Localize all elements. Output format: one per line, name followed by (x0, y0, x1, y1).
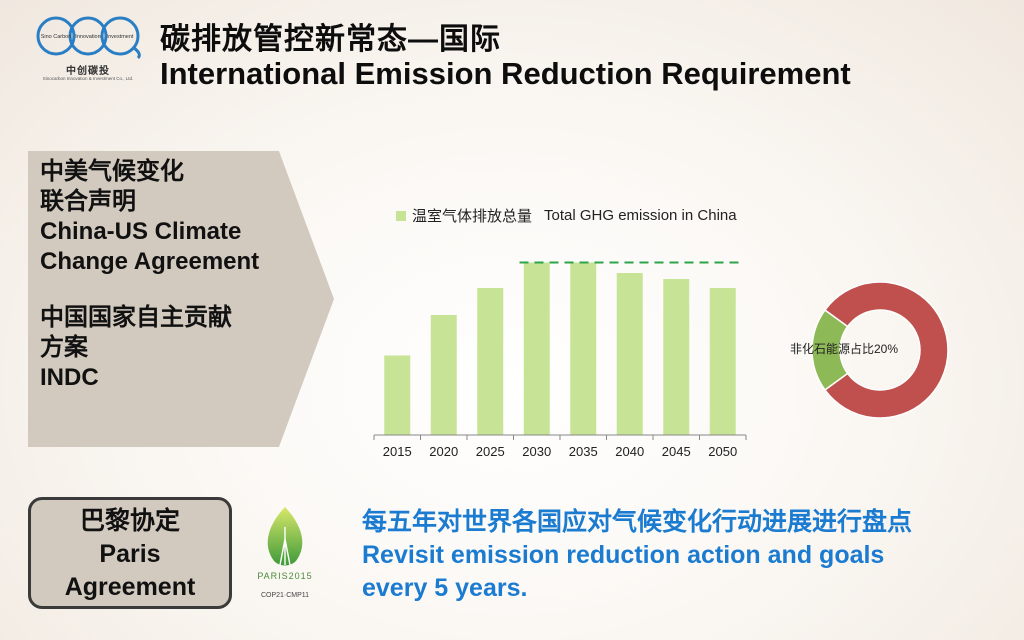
spacer (40, 277, 330, 303)
x-tick-label: 2030 (522, 444, 551, 459)
agreement-line: 方案 (40, 334, 88, 361)
paris-title-cn: 巴黎协定 (79, 507, 180, 535)
x-tick-label: 2035 (569, 444, 598, 459)
agreement-line: 中美气候变化 (40, 158, 184, 185)
bar-chart-plot: 2015 2020 2025 2030 2035 2040 2045 2050 (373, 261, 747, 459)
cop-logo-title: PARIS2015 (257, 571, 313, 581)
agreements-chevron (28, 151, 334, 447)
bar (523, 262, 550, 435)
leaf-icon (267, 507, 303, 566)
legend-label: 温室气体排放总量 (412, 208, 533, 225)
agreement-line: China-US Climate (40, 218, 242, 245)
donut-slice-fossil (823, 281, 949, 419)
review-line-cn: 每五年对世界各国应对气候变化行动进展进行盘点 (362, 508, 913, 536)
agreement-line: Change Agreement (40, 248, 260, 275)
agreement-line: 联合声明 (40, 188, 136, 215)
paris-title-en: Paris (99, 540, 161, 568)
agreement-line: INDC (40, 364, 99, 391)
logo-ring-label: Innovation (75, 34, 100, 40)
ghg-bar-chart: 温室气体排放总量 Total GHG emission in China 201… (360, 205, 790, 470)
chart-annotation: Total GHG emission in China (544, 207, 737, 224)
chart-legend: 温室气体排放总量 Total GHG emission in China (360, 205, 737, 226)
review-line-en: every 5 years. (362, 574, 528, 602)
company-logo: Sino Carbon Innovation Investment 中创碳投 S… (34, 14, 142, 86)
legend-swatch (396, 210, 406, 221)
x-tick-label: 2020 (429, 444, 458, 459)
page-title-en: International Emission Reduction Require… (160, 56, 851, 91)
bar (384, 355, 411, 435)
bar (430, 315, 457, 435)
bar (477, 288, 504, 435)
x-tick-label: 2050 (708, 444, 737, 459)
bar (616, 273, 643, 435)
paris-agreement-box: 巴黎协定 Paris Agreement (28, 497, 232, 609)
logo-cn-name: 中创碳投 (66, 66, 110, 77)
paris-title-en: Agreement (64, 573, 196, 601)
logo-rings-icon: Sino Carbon Innovation Investment (36, 16, 141, 60)
x-tick-label: 2015 (383, 444, 412, 459)
donut-label: 非化石能源占比20% (790, 342, 899, 356)
logo-ring-label: Investment (107, 34, 134, 40)
review-line-en: Revisit emission reduction action and go… (362, 541, 885, 569)
non-fossil-donut-chart (811, 281, 949, 419)
agreements-text: 中美气候变化 联合声明 China-US Climate Change Agre… (40, 157, 330, 393)
x-tick-label: 2025 (476, 444, 505, 459)
review-statement: 每五年对世界各国应对气候变化行动进展进行盘点 Revisit emission … (362, 506, 912, 605)
logo-ring-label: Sino Carbon (41, 34, 72, 40)
x-tick-label: 2040 (615, 444, 644, 459)
cop-logo-sub: COP21·CMP11 (260, 592, 310, 599)
page-title-cn: 碳排放管控新常态—国际 (160, 23, 501, 56)
bar (709, 288, 736, 435)
bar (663, 279, 690, 435)
cop21-logo: PARIS2015 COP21·CMP11 (252, 505, 318, 611)
agreement-line: 中国国家自主贡献 (40, 304, 232, 331)
bar (570, 262, 597, 435)
x-tick-label: 2045 (662, 444, 691, 459)
logo-en-name: Sinocarbon Innovation & Investment Co., … (42, 76, 134, 81)
